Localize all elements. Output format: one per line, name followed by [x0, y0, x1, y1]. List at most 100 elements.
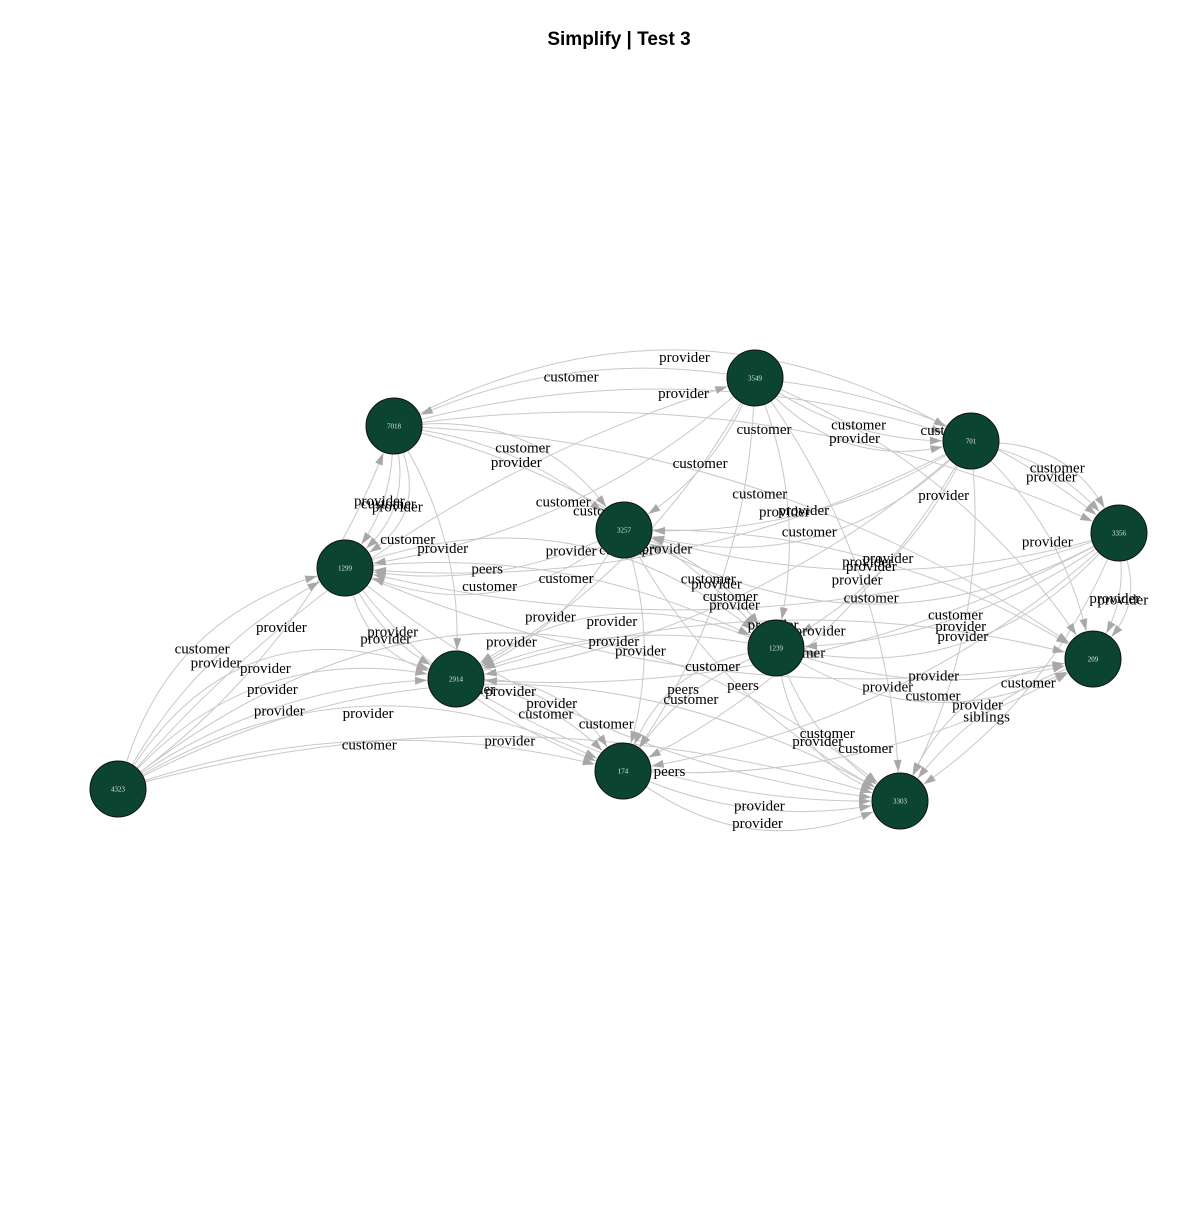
node-209[interactable]: 209	[1064, 630, 1122, 688]
edge-label: provider	[908, 669, 959, 685]
edge	[144, 735, 873, 794]
edge-label: provider	[918, 488, 969, 504]
node-circle[interactable]	[1064, 630, 1122, 688]
edge-label: customer	[844, 590, 899, 606]
edge-arrowhead	[933, 417, 946, 427]
node-circle[interactable]	[747, 619, 805, 677]
edge-label: provider	[641, 541, 692, 557]
node-2914[interactable]: 2914	[427, 650, 485, 708]
edge-arrowhead	[373, 569, 387, 578]
edge	[373, 453, 947, 574]
edge-arrowhead	[858, 791, 872, 800]
edge	[369, 452, 410, 553]
edge	[645, 786, 874, 832]
node-label: 4323	[111, 786, 126, 794]
node-circle[interactable]	[427, 650, 485, 708]
edge-label: provider	[417, 541, 468, 557]
edge-arrowhead	[373, 557, 387, 566]
edge-arrowhead	[923, 774, 936, 785]
edge	[420, 432, 757, 628]
edge-label: provider	[829, 431, 880, 447]
edge	[418, 349, 947, 428]
edge	[484, 458, 951, 675]
node-7018[interactable]: 7018	[365, 397, 423, 455]
edge-label: customer	[361, 497, 416, 513]
edge-label: customer	[681, 571, 736, 587]
node-circle[interactable]	[89, 760, 147, 818]
edge-arrowhead	[484, 668, 498, 677]
node-circle[interactable]	[316, 539, 374, 597]
node-circle[interactable]	[594, 742, 652, 800]
edge-label: customer	[673, 456, 728, 472]
edge-label: provider	[734, 798, 785, 814]
edge	[352, 594, 429, 671]
edge-label: provider	[862, 680, 913, 696]
node-4323[interactable]: 4323	[89, 760, 147, 818]
edge-label: provider	[240, 661, 291, 677]
edge-arrowhead	[307, 581, 320, 592]
arrowheads-layer	[304, 386, 1123, 820]
edge-arrowhead	[1079, 618, 1088, 631]
edge-label: provider	[254, 703, 305, 719]
edge	[420, 367, 728, 416]
edge	[648, 464, 958, 758]
edge-arrowhead	[597, 734, 608, 747]
edge-label: provider	[372, 500, 423, 516]
edge-arrowhead	[1095, 495, 1105, 508]
edge-label: provider	[526, 696, 577, 712]
node-circle[interactable]	[942, 412, 1000, 470]
edge-arrowhead	[1052, 645, 1065, 654]
node-circle[interactable]	[726, 349, 784, 407]
edge	[780, 388, 1077, 636]
edge	[372, 545, 602, 596]
edge-arrowhead	[634, 731, 643, 745]
edge	[804, 548, 1097, 647]
edge-arrowhead	[860, 811, 874, 820]
edge-label: peers	[654, 764, 686, 780]
edge-arrowhead	[1084, 504, 1097, 515]
node-174[interactable]: 174	[594, 742, 652, 800]
edge	[407, 450, 458, 651]
edge-arrowhead	[653, 526, 666, 535]
edge	[144, 739, 595, 781]
edge	[652, 459, 951, 548]
edge-arrowhead	[893, 759, 902, 772]
edge	[630, 556, 645, 744]
edge-arrowhead	[418, 655, 431, 665]
edge-arrowhead	[917, 766, 929, 779]
node-3257[interactable]: 3257	[595, 501, 653, 559]
edge-arrowhead	[741, 619, 754, 630]
edge-label: provider	[732, 816, 783, 832]
edge-arrowhead	[780, 607, 788, 620]
edge-label: provider	[659, 350, 710, 366]
edge	[481, 553, 610, 667]
edge	[651, 551, 1099, 767]
edge-arrowhead	[1111, 624, 1123, 637]
edge-label: peers	[471, 562, 503, 578]
node-3549[interactable]: 3549	[726, 349, 784, 407]
node-label: 3356	[1112, 530, 1127, 538]
edge-label: provider	[952, 697, 1003, 713]
edge	[637, 554, 875, 788]
node-circle[interactable]	[1090, 504, 1148, 562]
edge-arrowhead	[414, 676, 427, 685]
node-circle[interactable]	[595, 501, 653, 559]
edge-arrowhead	[420, 406, 434, 415]
node-circle[interactable]	[871, 772, 929, 830]
edge	[778, 392, 943, 442]
node-3356[interactable]: 3356	[1090, 504, 1148, 562]
node-1239[interactable]: 1239	[747, 619, 805, 677]
node-3303[interactable]: 3303	[871, 772, 929, 830]
node-1299[interactable]: 1299	[316, 539, 374, 597]
edge-arrowhead	[737, 626, 750, 636]
edge	[639, 658, 751, 748]
edge	[770, 400, 899, 773]
node-701[interactable]: 701	[942, 412, 1000, 470]
edge	[997, 448, 1100, 512]
edge	[800, 465, 959, 634]
edge-label: customer	[838, 741, 893, 757]
node-circle[interactable]	[365, 397, 423, 455]
edge-label: provider	[1022, 535, 1073, 551]
edge-arrowhead	[1106, 620, 1116, 634]
